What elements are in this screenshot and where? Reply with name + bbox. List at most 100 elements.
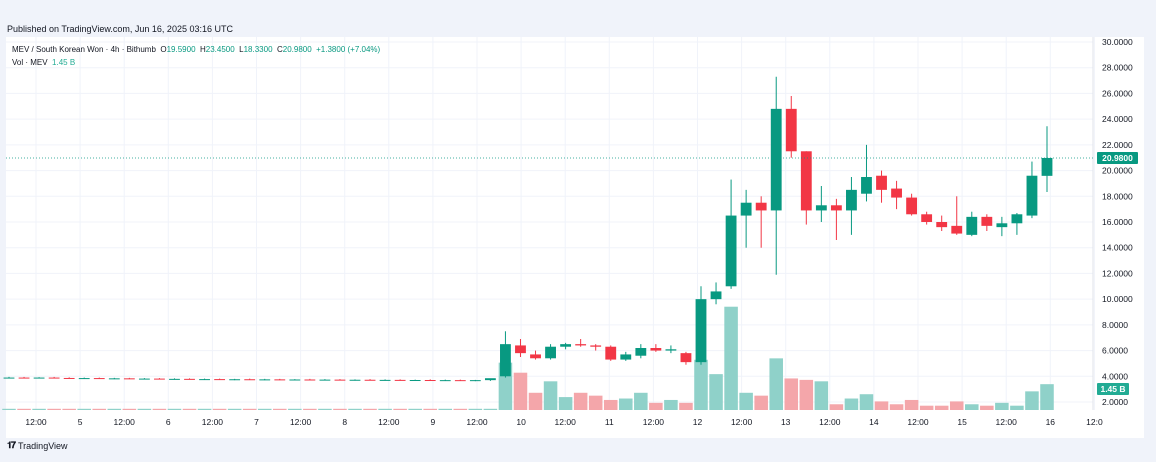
time-tick-label: 10	[516, 417, 526, 427]
candle-body	[169, 378, 180, 380]
candle-body	[1041, 157, 1053, 176]
volume-bar	[1010, 405, 1024, 410]
candle-body	[349, 379, 361, 381]
volume-bar	[634, 392, 648, 410]
volume-bar	[1040, 384, 1054, 410]
footer-branding[interactable]: 𝟏𝟕 TradingView	[7, 440, 68, 451]
volume-bar	[709, 374, 723, 410]
volume-bar	[333, 408, 347, 410]
time-tick-label: 12:00	[555, 417, 577, 427]
price-tick-label: 6.0000	[1102, 346, 1128, 356]
candle-body	[484, 378, 496, 381]
candle-body	[289, 379, 301, 381]
volume-bar	[679, 402, 693, 410]
grid-lines	[6, 37, 1095, 410]
volume-bar	[182, 408, 197, 410]
time-tick-label: 12:00	[378, 417, 400, 427]
time-tick-label: 12:00	[114, 417, 136, 427]
candle-body	[138, 378, 150, 380]
open-label: O	[160, 45, 167, 54]
volume-bar	[167, 408, 182, 410]
volume-bar	[513, 372, 528, 410]
time-tick-label: 12:00	[202, 417, 224, 427]
open-value: 19.5900	[166, 45, 196, 54]
candle-body	[680, 353, 692, 363]
volume-badge-label: 1.45 B	[1100, 384, 1125, 394]
candle-body	[214, 379, 226, 381]
time-tick-label: 12:00	[907, 417, 929, 427]
candle-body	[785, 108, 797, 152]
volume-bar	[32, 408, 46, 410]
candle-body	[3, 377, 15, 379]
volume-bar	[588, 395, 603, 410]
candle-body	[951, 225, 963, 234]
price-tick-label: 10.0000	[1102, 294, 1133, 304]
candle-body	[500, 344, 511, 377]
symbol-name: MEV / South Korean Won · 4h · Bithumb	[12, 45, 156, 54]
volume-bar	[829, 404, 844, 410]
volume-bar	[573, 392, 588, 410]
volume-bar	[995, 402, 1009, 410]
last-price-badge	[1097, 151, 1138, 164]
volume-bar	[904, 399, 919, 410]
candle-body	[379, 379, 391, 381]
time-tick-label: 16	[1046, 417, 1056, 427]
candle-body	[454, 380, 466, 382]
candle-body	[560, 344, 572, 347]
volume-bar	[528, 392, 543, 410]
volume-bar	[694, 359, 708, 410]
volume-bar	[2, 408, 16, 410]
volume-bar	[799, 379, 814, 410]
price-tick-label: 22.0000	[1102, 140, 1133, 150]
volume-bar	[649, 402, 663, 410]
volume-bar	[363, 408, 377, 410]
time-tick-label: 5	[78, 417, 83, 427]
candle-body	[424, 380, 436, 382]
candle-body	[846, 189, 857, 211]
time-tick-label: 13	[781, 417, 791, 427]
volume-bar	[919, 405, 934, 410]
candle-body	[740, 202, 752, 216]
chart-panel[interactable]	[6, 37, 1144, 438]
time-axis: 12:00 5 12:00 6 12:00 7 12:00 8 12:00 9 12:00 10 12:…	[25, 417, 1103, 427]
candle-body	[515, 345, 526, 354]
volume-bar	[107, 408, 122, 410]
candle-body	[274, 379, 286, 381]
candle-body	[154, 378, 165, 380]
candle-body	[304, 379, 316, 381]
candle-body	[199, 379, 210, 381]
volume-bar	[227, 408, 242, 410]
price-axis: 30.0000 28.0000 26.0000 24.0000 22.0000 20.00…	[1102, 37, 1133, 407]
price-tick-label: 16.0000	[1102, 217, 1133, 227]
candle-body	[830, 205, 842, 211]
volume-bar	[664, 399, 678, 410]
volume-bar	[318, 408, 332, 410]
volume-bar	[949, 401, 964, 410]
volume-bar	[934, 405, 949, 410]
time-tick-label: 12:00	[731, 417, 753, 427]
volume-bar	[393, 408, 407, 410]
volume-bars	[2, 306, 1054, 410]
time-tick-label: 14	[869, 417, 879, 427]
candle-body	[861, 177, 872, 194]
candle-body	[590, 345, 602, 347]
candle-body	[770, 108, 782, 211]
volume-bar	[122, 408, 137, 410]
candle-body	[605, 346, 617, 360]
high-label: H	[199, 45, 206, 54]
close-value: 20.9800	[282, 45, 312, 54]
candle-body	[876, 175, 887, 190]
candle-body	[1026, 175, 1038, 216]
volume-bar	[273, 408, 287, 410]
candle-body	[710, 291, 722, 300]
candle-body	[620, 354, 632, 360]
volume-bar	[1025, 391, 1039, 410]
tradingview-logo-text: TradingView	[18, 440, 68, 451]
price-tick-label: 20.0000	[1102, 166, 1133, 176]
candle-body	[695, 299, 707, 363]
volume-value: 1.45 B	[52, 58, 76, 67]
high-value: 23.4500	[205, 45, 235, 54]
price-tick-label: 2.0000	[1102, 397, 1128, 407]
candle-body	[259, 379, 271, 381]
